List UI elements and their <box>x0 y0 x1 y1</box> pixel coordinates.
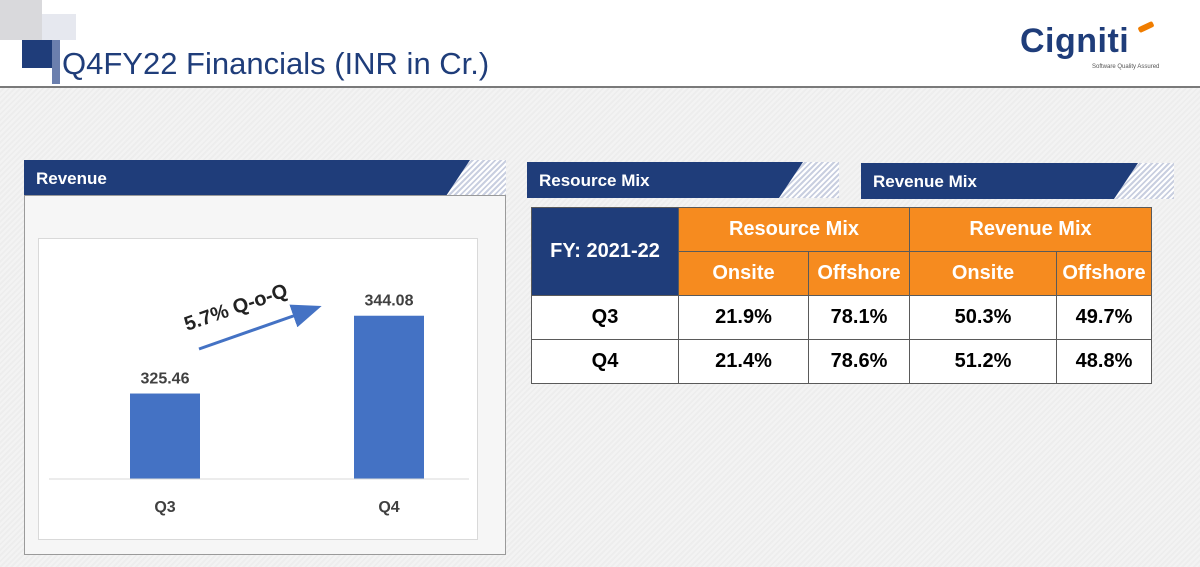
resource-mix-section-title: Resource Mix <box>539 171 650 190</box>
header-stripes <box>779 162 839 198</box>
bar-value-label: 344.08 <box>365 293 414 310</box>
decor-square <box>0 0 42 40</box>
growth-arrow <box>198 304 322 351</box>
revenue-section-header: Revenue <box>24 160 506 196</box>
subheader-onsite: Onsite <box>909 251 1057 296</box>
revenue-mix-section-title: Revenue Mix <box>873 172 977 191</box>
revenue-mix-group-header: Revenue Mix <box>908 207 1153 252</box>
table-corner-header: FY: 2021-22 <box>531 207 679 296</box>
table-cell: 48.8% <box>1055 339 1153 384</box>
subheader-onsite: Onsite <box>678 251 809 296</box>
mix-table: FY: 2021-22 Resource Mix Revenue Mix Ons… <box>531 207 1153 384</box>
table-cell: 21.9% <box>678 295 809 340</box>
header-stripes <box>1114 163 1174 199</box>
slide-header: Q4FY22 Financials (INR in Cr.) Cigniti S… <box>0 0 1200 88</box>
table-cell: 50.3% <box>909 295 1057 340</box>
decor-square <box>22 40 52 68</box>
table-cell: 78.6% <box>808 339 910 384</box>
bar-q4 <box>354 315 424 479</box>
revenue-section-title: Revenue <box>36 169 107 188</box>
revenue-bar-chart: 325.46 Q3 344.08 Q4 5.7% Q-o-Q <box>49 280 469 516</box>
header-stripes <box>446 160 506 196</box>
table-cell: 49.7% <box>1055 295 1153 340</box>
logo-tagline: Software Quality Assured <box>1092 64 1160 70</box>
bar-value-label: 325.46 <box>141 371 190 388</box>
bar-q3 <box>130 393 200 479</box>
decor-bar <box>52 40 60 84</box>
subheader-offshore: Offshore <box>808 251 910 296</box>
row-label: Q3 <box>531 295 679 340</box>
growth-annotation: 5.7% Q-o-Q <box>181 280 290 336</box>
company-logo: Cigniti Software Quality Assured <box>1020 20 1170 78</box>
table-cell: 51.2% <box>909 339 1057 384</box>
subheader-offshore: Offshore <box>1055 251 1153 296</box>
table-cell: 21.4% <box>678 339 809 384</box>
revenue-chart-area: 325.46 Q3 344.08 Q4 5.7% Q-o-Q <box>38 238 478 540</box>
row-label: Q4 <box>531 339 679 384</box>
decor-square <box>42 14 76 40</box>
resource-mix-group-header: Resource Mix <box>678 207 910 252</box>
logo-tick-icon <box>1137 20 1155 34</box>
revenue-mix-section-header: Revenue Mix <box>861 163 1174 199</box>
table-cell: 78.1% <box>808 295 910 340</box>
table-row: Q3 21.9% 78.1% 50.3% 49.7% <box>531 295 1153 340</box>
table-row: Q4 21.4% 78.6% 51.2% 48.8% <box>531 339 1153 384</box>
logo-text: Cigniti <box>1020 22 1130 60</box>
x-tick-label: Q4 <box>378 499 399 516</box>
x-tick-label: Q3 <box>154 499 175 516</box>
resource-mix-section-header: Resource Mix <box>527 162 839 198</box>
page-title: Q4FY22 Financials (INR in Cr.) <box>62 46 490 81</box>
